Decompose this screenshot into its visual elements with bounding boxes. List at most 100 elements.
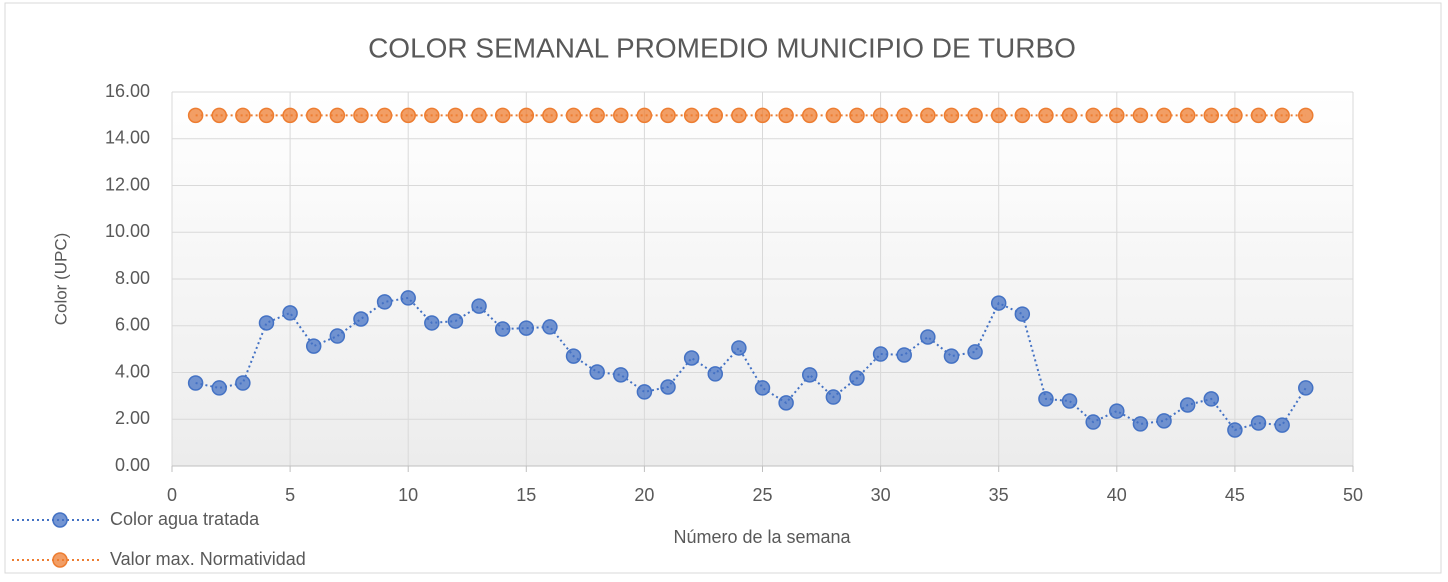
data-point (400, 290, 416, 306)
data-point (707, 107, 724, 124)
data-point (376, 294, 393, 310)
y-tick-label: 0.00 (115, 455, 150, 475)
data-point (778, 395, 794, 411)
data-point (1298, 107, 1314, 124)
data-point (1250, 415, 1267, 431)
x-tick-label: 10 (398, 485, 418, 505)
chart-title: COLOR SEMANAL PROMEDIO MUNICIPIO DE TURB… (368, 32, 1076, 63)
data-point (1274, 417, 1290, 433)
data-point (187, 107, 204, 124)
x-tick-label: 0 (167, 485, 177, 505)
y-tick-label: 2.00 (115, 408, 150, 428)
data-point (801, 367, 818, 383)
data-point (187, 375, 204, 391)
legend-label: Valor max. Normatividad (110, 549, 306, 569)
data-point (896, 347, 912, 363)
x-tick-label: 35 (989, 485, 1009, 505)
x-tick-label: 30 (871, 485, 891, 505)
x-tick-label: 15 (516, 485, 536, 505)
data-point (1156, 107, 1172, 124)
data-point (1109, 403, 1125, 419)
data-point (494, 107, 511, 124)
data-point (400, 107, 416, 124)
data-point (778, 107, 794, 124)
data-point (943, 107, 960, 124)
data-point (1038, 391, 1054, 407)
data-point (329, 107, 346, 124)
data-point (447, 107, 464, 124)
y-tick-label: 16.00 (105, 81, 150, 101)
data-point (542, 107, 558, 124)
legend-marker (52, 512, 68, 528)
data-point (896, 107, 912, 124)
data-point (518, 320, 535, 336)
data-point (305, 338, 322, 354)
data-point (825, 107, 842, 124)
legend-label: Color agua tratada (110, 509, 260, 529)
data-point (565, 348, 582, 364)
data-point (849, 107, 865, 124)
data-point (235, 107, 251, 124)
data-point (1179, 397, 1196, 413)
data-point (305, 107, 322, 124)
data-point (1061, 107, 1078, 124)
data-point (943, 348, 960, 364)
data-point (471, 107, 487, 124)
data-point (1085, 414, 1101, 430)
data-point (920, 107, 936, 124)
data-point (1203, 107, 1220, 124)
y-tick-label: 10.00 (105, 221, 150, 241)
data-point (447, 313, 464, 329)
y-axis-label: Color (UPC) (51, 233, 70, 326)
data-point (353, 311, 369, 327)
data-point (990, 107, 1007, 124)
data-point (683, 107, 700, 124)
data-point (353, 107, 369, 124)
x-tick-label: 20 (634, 485, 654, 505)
data-point (1156, 413, 1172, 429)
data-point (967, 344, 983, 360)
data-point (424, 315, 440, 331)
data-point (801, 107, 818, 124)
y-tick-label: 14.00 (105, 128, 150, 148)
legend-marker (52, 552, 68, 568)
data-point (1132, 107, 1149, 124)
data-point (1085, 107, 1101, 124)
data-point (613, 107, 629, 124)
data-point (589, 107, 605, 124)
data-point (282, 305, 298, 321)
data-point (1274, 107, 1290, 124)
data-point (329, 328, 346, 344)
data-point (731, 340, 747, 356)
data-point (494, 321, 511, 337)
data-point (920, 329, 936, 345)
x-tick-label: 40 (1107, 485, 1127, 505)
data-point (849, 370, 865, 386)
data-point (1014, 306, 1031, 322)
data-point (565, 107, 582, 124)
data-point (636, 384, 653, 400)
x-tick-label: 25 (752, 485, 772, 505)
y-tick-label: 6.00 (115, 315, 150, 335)
data-point (660, 107, 676, 124)
data-point (542, 319, 558, 335)
data-point (1014, 107, 1031, 124)
x-tick-label: 50 (1343, 485, 1363, 505)
data-point (424, 107, 440, 124)
data-point (660, 379, 676, 395)
data-point (825, 389, 842, 405)
x-axis-label: Número de la semana (673, 527, 851, 547)
data-point (1038, 107, 1054, 124)
data-point (754, 380, 771, 396)
y-tick-label: 4.00 (115, 361, 150, 381)
x-tick-label: 45 (1225, 485, 1245, 505)
data-point (1250, 107, 1267, 124)
data-point (872, 107, 889, 124)
data-point (683, 350, 700, 366)
data-point (258, 315, 275, 331)
data-point (1179, 107, 1196, 124)
data-point (235, 375, 251, 391)
data-point (731, 107, 747, 124)
y-tick-label: 12.00 (105, 174, 150, 194)
